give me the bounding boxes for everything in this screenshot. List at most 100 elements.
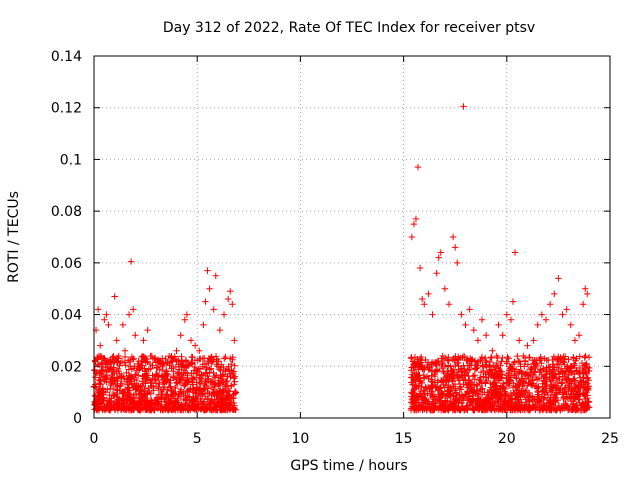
data-point	[141, 390, 149, 397]
data-point	[478, 316, 486, 323]
data-point	[534, 321, 541, 329]
data-point	[496, 405, 503, 413]
data-point	[411, 364, 419, 372]
data-point	[547, 387, 554, 394]
data-point	[476, 379, 484, 387]
data-point	[522, 388, 529, 395]
data-point	[479, 406, 487, 414]
data-point	[568, 363, 575, 371]
data-point	[470, 326, 477, 334]
data-point	[550, 353, 558, 360]
data-point	[526, 404, 534, 411]
y-tick-label: 0.12	[51, 101, 82, 117]
data-point	[578, 407, 585, 414]
data-point	[551, 290, 558, 298]
data-point	[134, 399, 141, 407]
plot-frame	[93, 55, 611, 419]
data-point	[520, 352, 527, 360]
x-tick-label: 15	[395, 431, 413, 447]
data-point	[98, 360, 105, 367]
y-axis-label: ROTI / TECUs	[6, 191, 22, 283]
data-point	[127, 258, 135, 265]
data-point	[231, 362, 238, 369]
data-point	[136, 363, 143, 370]
data-point	[462, 321, 469, 329]
data-point	[191, 363, 199, 371]
data-point	[108, 371, 115, 379]
data-point	[127, 356, 134, 364]
data-point	[582, 403, 589, 410]
data-point	[467, 384, 475, 391]
data-point	[165, 384, 172, 391]
data-point	[174, 379, 181, 386]
data-point	[531, 368, 539, 375]
data-point	[202, 376, 209, 384]
data-point	[155, 358, 162, 366]
grid-lines	[94, 56, 610, 418]
data-point	[183, 376, 190, 384]
data-point	[438, 378, 446, 385]
data-point	[409, 371, 416, 378]
data-point	[192, 396, 199, 403]
data-point	[178, 370, 185, 378]
y-tick-label: 0.02	[51, 359, 82, 375]
data-point	[452, 397, 459, 405]
data-point	[474, 395, 481, 402]
data-point	[116, 362, 123, 369]
data-point	[92, 374, 99, 381]
data-point	[414, 356, 421, 363]
data-point	[147, 405, 154, 412]
data-point	[482, 354, 489, 362]
data-point	[123, 369, 130, 377]
data-point	[128, 380, 136, 387]
data-point	[508, 396, 516, 403]
data-point	[125, 311, 133, 318]
data-point	[104, 386, 111, 393]
data-point	[142, 372, 150, 379]
data-point	[503, 311, 510, 318]
data-point	[498, 395, 505, 402]
data-point	[204, 373, 211, 380]
data-point	[538, 311, 546, 318]
data-point	[480, 401, 487, 408]
data-point	[229, 301, 236, 308]
data-point	[537, 353, 544, 361]
data-point	[512, 383, 519, 390]
data-point	[96, 396, 103, 403]
data-point	[113, 374, 121, 381]
data-point	[497, 382, 504, 390]
data-point	[154, 385, 162, 392]
data-point	[532, 403, 540, 410]
data-point	[512, 406, 519, 413]
data-point	[500, 400, 507, 408]
data-point	[509, 365, 516, 372]
data-point	[126, 372, 133, 380]
data-point	[133, 376, 140, 384]
data-point	[492, 379, 499, 386]
data-point	[456, 394, 463, 401]
data-point	[575, 384, 582, 391]
data-point	[210, 306, 217, 313]
data-point	[555, 367, 562, 375]
data-point	[471, 366, 479, 373]
data-point	[440, 369, 448, 377]
data-point	[154, 398, 162, 406]
data-point	[151, 354, 159, 362]
data-point	[524, 361, 532, 368]
data-point	[121, 347, 129, 354]
data-point	[130, 393, 137, 401]
data-point	[113, 337, 120, 344]
data-point	[211, 389, 218, 397]
data-point	[563, 306, 570, 313]
data-point	[554, 382, 562, 390]
data-point	[538, 360, 545, 367]
data-point	[549, 383, 556, 390]
data-point	[100, 394, 107, 401]
data-point	[534, 399, 542, 406]
data-point	[112, 380, 119, 388]
data-point	[185, 386, 193, 393]
data-point	[96, 380, 103, 388]
data-point	[136, 391, 144, 399]
data-point	[489, 399, 497, 406]
data-point	[520, 387, 528, 394]
